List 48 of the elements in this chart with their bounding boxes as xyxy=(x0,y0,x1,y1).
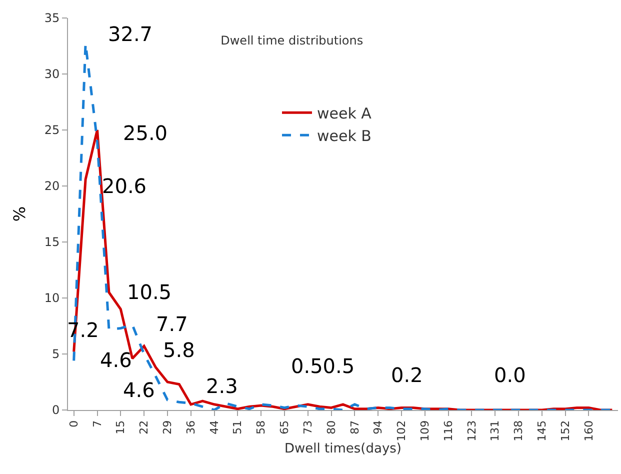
x-tick-label: 131 xyxy=(488,420,502,442)
x-tick-label: 87 xyxy=(348,420,362,434)
x-tick-label: 7 xyxy=(90,420,104,428)
annotation: 5.8 xyxy=(163,338,195,362)
annotation: 0.50.5 xyxy=(291,354,355,378)
legend-label: week A xyxy=(317,104,372,122)
legend-label: week B xyxy=(317,127,372,145)
x-tick-label: 145 xyxy=(536,420,549,442)
x-tick-label: 65 xyxy=(278,420,292,434)
x-tick-label: 36 xyxy=(184,420,198,434)
annotation: 10.5 xyxy=(127,280,172,304)
x-axis-title: Dwell times(days) xyxy=(284,441,402,456)
x-tick-label: 73 xyxy=(301,420,314,434)
annotation: 32.7 xyxy=(108,22,153,46)
y-tick-label: 5 xyxy=(52,347,60,362)
x-tick-label: 160 xyxy=(582,420,596,442)
x-tick-label: 138 xyxy=(512,420,526,442)
x-tick-label: 80 xyxy=(324,420,338,434)
x-tick-label: 15 xyxy=(114,420,128,434)
y-tick-label: 15 xyxy=(44,235,60,250)
x-tick-label: 102 xyxy=(395,420,408,442)
x-tick-label: 22 xyxy=(138,420,151,434)
annotation: 2.3 xyxy=(206,374,238,398)
y-tick-label: 10 xyxy=(44,291,60,306)
x-tick-label: 116 xyxy=(442,420,455,442)
x-tick-label: 51 xyxy=(231,420,244,434)
annotation: 7.7 xyxy=(156,312,188,336)
y-tick-label: 30 xyxy=(44,67,60,82)
x-tick-label: 44 xyxy=(208,420,221,434)
annotation: 4.6 xyxy=(123,378,155,402)
x-tick-label: 109 xyxy=(418,420,432,442)
y-tick-label: 35 xyxy=(44,11,60,26)
annotation: 0.0 xyxy=(494,363,526,387)
x-tick-label: 58 xyxy=(254,420,268,434)
annotation: 20.6 xyxy=(102,174,147,198)
x-tick-label: 29 xyxy=(161,420,174,434)
annotation: 4.6 xyxy=(100,348,132,372)
x-tick-label: 0 xyxy=(67,420,80,428)
y-tick-label: 0 xyxy=(52,403,60,418)
annotation: 25.0 xyxy=(123,121,168,145)
y-tick-label: 20 xyxy=(44,179,60,194)
y-axis-title: % xyxy=(10,206,30,222)
x-tick-label: 152 xyxy=(558,420,572,442)
annotation: 0.2 xyxy=(391,363,423,387)
x-tick-label: 123 xyxy=(465,420,478,442)
text: Dwell time distributions xyxy=(220,33,364,48)
x-tick-label: 94 xyxy=(372,420,385,434)
y-tick-label: 25 xyxy=(44,123,60,138)
